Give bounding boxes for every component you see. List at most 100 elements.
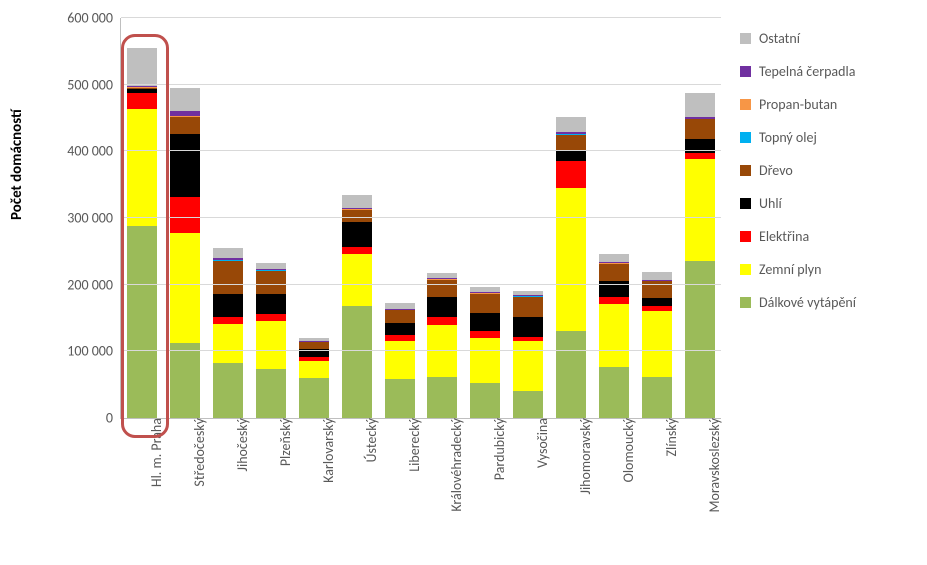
legend-swatch <box>740 99 751 110</box>
bar-segment-dalkove <box>556 331 586 418</box>
bar-slot: Jihomoravský <box>550 18 593 418</box>
legend-label: Propan-butan <box>759 96 837 113</box>
x-tick-label: Jihomoravský <box>571 418 594 495</box>
y-axis-title: Počet domácností <box>8 109 26 220</box>
bar <box>127 48 157 418</box>
bar-segment-drevo <box>213 261 243 294</box>
bar <box>427 273 457 418</box>
bar-segment-uhli <box>256 294 286 314</box>
x-tick-label: Karlovarský <box>314 418 337 483</box>
legend-swatch <box>740 297 751 308</box>
bar-segment-elektrina <box>170 197 200 232</box>
bar <box>513 291 543 418</box>
bar-slot: Plzeňský <box>250 18 293 418</box>
legend-label: Tepelná čerpadla <box>759 63 855 80</box>
bar-segment-dalkove <box>299 378 329 418</box>
bar-segment-uhli <box>213 294 243 317</box>
y-tick-label: 400 000 <box>67 143 121 160</box>
bar <box>256 263 286 418</box>
legend-label: Dřevo <box>759 162 793 179</box>
x-tick-label: Zlínský <box>657 418 680 457</box>
x-tick-label: Hl. m. Praha <box>142 418 165 487</box>
bar-segment-drevo <box>685 119 715 139</box>
bar-segment-plyn <box>685 159 715 260</box>
bar-segment-uhli <box>470 313 500 332</box>
x-tick-label: Vysočina <box>528 418 551 468</box>
bar-segment-plyn <box>342 254 372 306</box>
bar-segment-plyn <box>385 341 415 380</box>
y-tick-label: 500 000 <box>67 76 121 93</box>
legend: OstatníTepelná čerpadlaPropan-butanTopný… <box>740 30 856 327</box>
bar-segment-plyn <box>599 304 629 367</box>
bar <box>213 248 243 418</box>
bar-segment-uhli <box>513 317 543 337</box>
bar-segment-dalkove <box>642 377 672 418</box>
legend-swatch <box>740 231 751 242</box>
bars-row: Hl. m. PrahaStředočeskýJihočeskýPlzeňský… <box>121 18 721 418</box>
bar-segment-plyn <box>256 321 286 370</box>
x-tick-label: Moravskoslezský <box>700 418 723 513</box>
bar-segment-dalkove <box>385 379 415 418</box>
bar-segment-ostatni <box>642 272 672 280</box>
bar-segment-plyn <box>470 338 500 383</box>
bar-segment-ostatni <box>685 93 715 116</box>
bar-segment-dalkove <box>599 367 629 418</box>
grid-line <box>121 84 721 85</box>
bar-segment-dalkove <box>127 226 157 418</box>
bar-segment-dalkove <box>513 391 543 418</box>
bar-segment-elektrina <box>685 153 715 160</box>
bar-segment-plyn <box>213 324 243 363</box>
legend-item: Tepelná čerpadla <box>740 63 856 80</box>
x-tick-label: Královéhradecký <box>442 418 465 512</box>
bar-slot: Olomoucký <box>592 18 635 418</box>
grid-line <box>121 217 721 218</box>
bar-slot: Liberecký <box>378 18 421 418</box>
legend-item: Zemní plyn <box>740 261 856 278</box>
bar-segment-drevo <box>299 342 329 349</box>
y-tick-label: 0 <box>106 410 121 427</box>
legend-label: Uhlí <box>759 195 782 212</box>
bar-segment-plyn <box>556 188 586 331</box>
legend-label: Dálkové vytápění <box>759 294 856 311</box>
bar-slot: Vysočina <box>507 18 550 418</box>
bar-segment-uhli <box>385 323 415 335</box>
bar-segment-elektrina <box>213 317 243 324</box>
bar-segment-uhli <box>556 151 586 161</box>
bar <box>385 303 415 418</box>
bar-segment-elektrina <box>342 247 372 254</box>
legend-item: Propan-butan <box>740 96 856 113</box>
legend-item: Uhlí <box>740 195 856 212</box>
legend-swatch <box>740 132 751 143</box>
bar <box>556 117 586 418</box>
bar-segment-drevo <box>556 135 586 152</box>
bar-slot: Karlovarský <box>292 18 335 418</box>
bar-segment-ostatni <box>127 48 157 86</box>
bar-segment-drevo <box>385 310 415 323</box>
bar-segment-dalkove <box>213 363 243 418</box>
bar <box>599 254 629 418</box>
y-tick-label: 200 000 <box>67 276 121 293</box>
bar-slot: Hl. m. Praha <box>121 18 164 418</box>
bar-segment-dalkove <box>170 343 200 418</box>
bar-segment-uhli <box>342 222 372 247</box>
grid-line <box>121 150 721 151</box>
bar-segment-elektrina <box>470 331 500 338</box>
x-tick-label: Liberecký <box>400 418 423 472</box>
bar-segment-ostatni <box>556 117 586 132</box>
legend-label: Topný olej <box>759 129 817 146</box>
bar-slot: Jihočeský <box>207 18 250 418</box>
x-tick-label: Pardubický <box>485 418 508 480</box>
bar-segment-drevo <box>427 280 457 297</box>
bar-segment-ostatni <box>599 254 629 262</box>
x-tick-label: Ústecký <box>357 418 380 462</box>
bar-segment-drevo <box>256 271 286 294</box>
bar-segment-elektrina <box>256 314 286 321</box>
bar <box>470 287 500 418</box>
chart-container: Počet domácností Hl. m. PrahaStředočeský… <box>0 0 927 565</box>
legend-item: Topný olej <box>740 129 856 146</box>
bar-segment-dalkove <box>470 383 500 418</box>
bar-segment-elektrina <box>599 297 629 304</box>
bar-segment-drevo <box>599 264 629 281</box>
bar-slot: Středočeský <box>164 18 207 418</box>
bar-segment-ostatni <box>213 248 243 258</box>
